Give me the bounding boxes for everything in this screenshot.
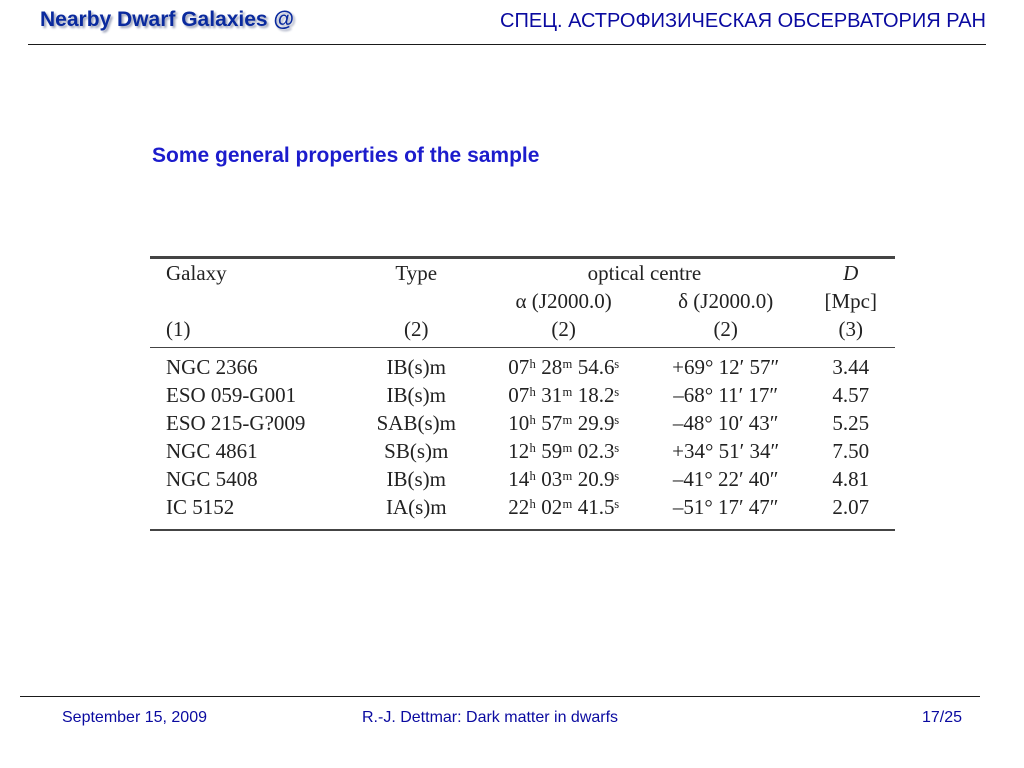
cell-type: IA(s)m [385,495,447,519]
col-header-optical-centre: optical centre [587,261,702,285]
cell-distance: 5.25 [832,411,870,435]
cell-type: IB(s)m [386,383,447,407]
cell-galaxy: ESO 215-G?009 [166,411,306,435]
cell-type: IB(s)m [386,355,447,379]
cell-galaxy: NGC 5408 [166,467,258,491]
header-title: Nearby Dwarf Galaxies @ [40,8,294,31]
cell-type: SAB(s)m [376,411,456,435]
footer-author-title: R.-J. Dettmar: Dark matter in dwarfs [362,709,619,726]
cell-dec: +69° 12′ 57″ [672,355,780,379]
cell-distance: 4.81 [832,467,870,491]
table-header-row: α (J2000.0) δ (J2000.0) [Mpc] [150,287,895,315]
cell-distance: 7.50 [832,439,870,463]
col-header-unit: [Mpc] [824,289,877,313]
cell-galaxy: NGC 2366 [166,355,258,379]
col-header-type: Type [395,261,438,285]
cell-galaxy: IC 5152 [166,495,235,519]
cell-galaxy: NGC 4861 [166,439,258,463]
cell-distance: 4.57 [832,383,870,407]
cell-type: SB(s)m [384,439,449,463]
col-number: (2) [350,315,483,348]
slide-title: Some general properties of the sample [152,144,540,167]
table-header-row: Galaxy Type optical centre D [150,258,895,288]
footer-page-number: 17/25 [921,709,962,726]
table-row: IC 5152 IA(s)m 22ʰ 02ᵐ 41.5ˢ –51° 17′ 47… [150,493,895,530]
table-header-row: (1) (2) (2) (2) (3) [150,315,895,348]
col-header-distance: D [843,261,859,285]
col-number: (1) [150,315,351,348]
table-row: NGC 2366 IB(s)m 07ʰ 28ᵐ 54.6ˢ +69° 12′ 5… [150,348,895,382]
col-header-galaxy: Galaxy [166,261,227,285]
galaxy-properties-table: Galaxy Type optical centre D α (J2000.0)… [150,256,895,531]
cell-ra: 14ʰ 03ᵐ 20.9ˢ [508,467,619,491]
cell-ra: 07ʰ 31ᵐ 18.2ˢ [508,383,619,407]
cell-dec: –41° 22′ 40″ [672,467,779,491]
cell-ra: 07ʰ 28ᵐ 54.6ˢ [508,355,619,379]
table-row: ESO 215-G?009 SAB(s)m 10ʰ 57ᵐ 29.9ˢ –48°… [150,409,895,437]
cell-distance: 3.44 [832,355,870,379]
table-row: NGC 4861 SB(s)m 12ʰ 59ᵐ 02.3ˢ +34° 51′ 3… [150,437,895,465]
footer-date: September 15, 2009 [62,709,207,726]
cell-ra: 22ʰ 02ᵐ 41.5ˢ [508,495,619,519]
col-header-ra: α (J2000.0) [515,289,612,313]
col-number: (2) [482,315,645,348]
cell-dec: +34° 51′ 34″ [672,439,780,463]
cell-ra: 10ʰ 57ᵐ 29.9ˢ [508,411,619,435]
table-row: NGC 5408 IB(s)m 14ʰ 03ᵐ 20.9ˢ –41° 22′ 4… [150,465,895,493]
cell-type: IB(s)m [386,467,447,491]
col-number: (3) [806,315,895,348]
header-observatory: СПЕЦ. АСТРОФИЗИЧЕСКАЯ ОБСЕРВАТОРИЯ РАН [500,10,986,32]
cell-ra: 12ʰ 59ᵐ 02.3ˢ [508,439,619,463]
footer-divider [20,696,980,697]
col-header-dec: δ (J2000.0) [678,289,774,313]
cell-dec: –51° 17′ 47″ [672,495,779,519]
header-divider [28,44,986,45]
cell-distance: 2.07 [832,495,870,519]
table-row: ESO 059-G001 IB(s)m 07ʰ 31ᵐ 18.2ˢ –68° 1… [150,381,895,409]
col-number: (2) [644,315,807,348]
cell-galaxy: ESO 059-G001 [166,383,297,407]
cell-dec: –68° 11′ 17″ [673,383,779,407]
cell-dec: –48° 10′ 43″ [672,411,779,435]
